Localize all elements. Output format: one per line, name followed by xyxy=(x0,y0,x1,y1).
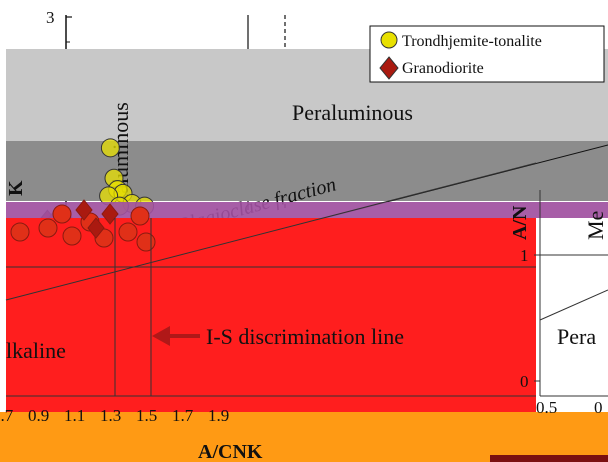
y-tick-label-3: 3 xyxy=(46,8,55,27)
legend: Trondhjemite-tonalite Granodiorite xyxy=(369,25,605,83)
x-ticks: 0.7 0.9 1.1 1.3 1.5 1.7 1.9 xyxy=(0,406,229,425)
overlay-marker-0 xyxy=(10,222,30,242)
x-tick-label-3: 1.3 xyxy=(100,406,121,425)
right-panel-label-bottom: Pera xyxy=(557,324,596,349)
legend-label-granodiorite: Granodiorite xyxy=(402,60,484,77)
x-tick-label-1: 0.9 xyxy=(28,406,49,425)
overlay-marker-1 xyxy=(38,218,58,238)
bottom-right-strip xyxy=(490,455,608,462)
legend-box xyxy=(369,25,605,83)
y-axis-title-fragment: K xyxy=(5,180,27,196)
overlay-marker-2 xyxy=(62,226,82,246)
region-label-peraluminous: Peraluminous xyxy=(292,100,413,125)
overlay-points xyxy=(10,199,156,252)
overlay-marker-7 xyxy=(52,204,72,224)
discrimination-label: I-S discrimination line xyxy=(206,324,404,349)
x-tick-label-5: 1.7 xyxy=(172,406,194,425)
overlay-marker-11 xyxy=(130,206,150,226)
band-orange xyxy=(0,412,608,462)
x-tick-label-0: 0.7 xyxy=(0,406,14,425)
overlay-marker-6 xyxy=(136,232,156,252)
region-label-peralkaline: lkaline xyxy=(6,338,66,363)
i-s-arrow-head xyxy=(152,326,170,346)
x-tick-label-2: 1.1 xyxy=(64,406,85,425)
right-panel-ytick-0: 0 xyxy=(520,372,529,391)
i-s-arrow xyxy=(152,326,200,346)
overlay-marker-5 xyxy=(118,222,138,242)
right-panel-label-top: Me xyxy=(583,211,608,240)
band-red xyxy=(6,218,536,414)
legend-label-trondhjemite: Trondhjemite-tonalite xyxy=(402,33,542,50)
x-axis-title: A/CNK xyxy=(198,441,263,462)
overlay-marker-9 xyxy=(101,203,119,225)
point-trondhjemite-0 xyxy=(100,138,120,158)
trend-line-lower xyxy=(5,162,537,301)
right-panel-ytick-1: 1 xyxy=(520,246,529,265)
legend-marker-trondhjemite xyxy=(380,31,398,49)
overlay-marker-8 xyxy=(75,199,93,221)
overlay-marker-10 xyxy=(87,217,105,239)
right-panel: 1 0 A/N Me Pera 0.5 0 xyxy=(509,190,608,417)
band-purple xyxy=(6,202,608,218)
right-panel-ylabel: A/N xyxy=(509,205,531,240)
right-panel-trend-line xyxy=(539,289,608,321)
right-panel-xtick-1: 0 xyxy=(594,398,603,417)
x-tick-label-6: 1.9 xyxy=(208,406,229,425)
legend-marker-granodiorite xyxy=(379,56,399,80)
x-tick-label-4: 1.5 xyxy=(136,406,157,425)
right-panel-xtick-0: 0.5 xyxy=(536,398,557,417)
